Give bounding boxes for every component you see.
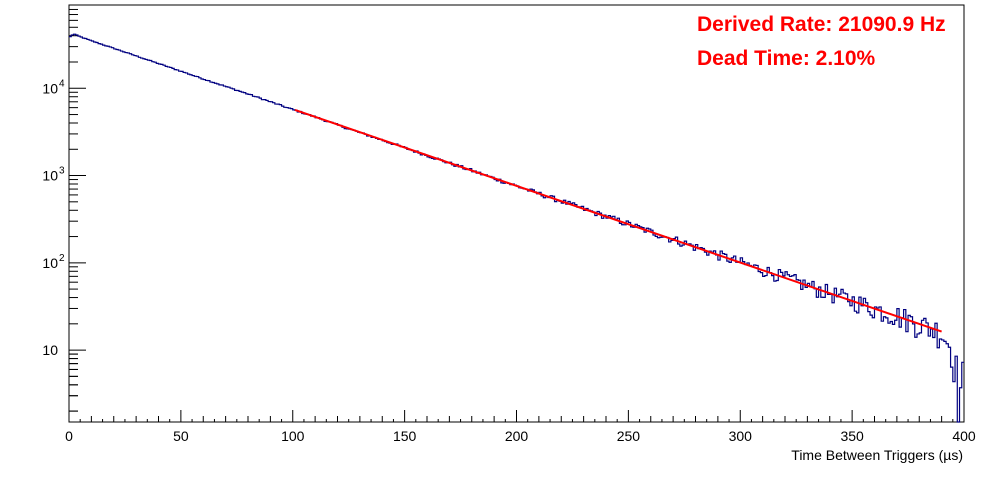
- y-tick-label: 10: [42, 80, 58, 96]
- x-tick-label: 50: [173, 428, 189, 444]
- x-tick-label: 250: [617, 428, 641, 444]
- derived-rate-annotation: Derived Rate: 21090.9 Hz: [697, 13, 946, 36]
- y-tick-label: 10: [42, 255, 58, 271]
- x-axis-label: Time Between Triggers (µs): [791, 447, 963, 463]
- x-tick-label: 300: [729, 428, 753, 444]
- x-tick-label: 350: [840, 428, 864, 444]
- x-tick-label: 150: [393, 428, 417, 444]
- x-tick-label: 400: [952, 428, 976, 444]
- y-tick-label: 10: [42, 342, 58, 358]
- y-tick-exponent: 3: [59, 166, 65, 177]
- x-tick-label: 0: [65, 428, 73, 444]
- y-tick-exponent: 2: [59, 253, 65, 264]
- x-tick-label: 100: [281, 428, 305, 444]
- fit-line: [294, 108, 942, 333]
- y-tick-label: 10: [42, 168, 58, 184]
- histogram-series: [69, 33, 964, 423]
- x-tick-label: 200: [505, 428, 529, 444]
- x-axis-ticks: 0 50 100 150 200 250 300 350 400: [65, 410, 976, 444]
- y-tick-exponent: 4: [59, 78, 65, 89]
- dead-time-annotation: Dead Time: 2.10%: [697, 47, 876, 70]
